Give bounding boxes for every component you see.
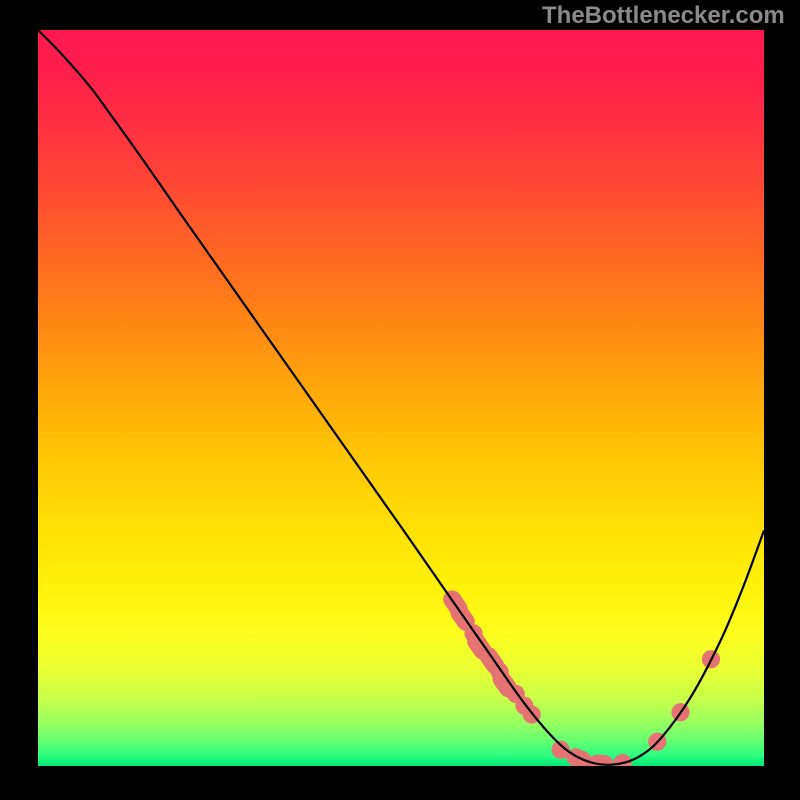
gradient-background [38,30,764,766]
chart-plot [0,0,800,800]
watermark-text: TheBottlenecker.com [542,2,785,30]
